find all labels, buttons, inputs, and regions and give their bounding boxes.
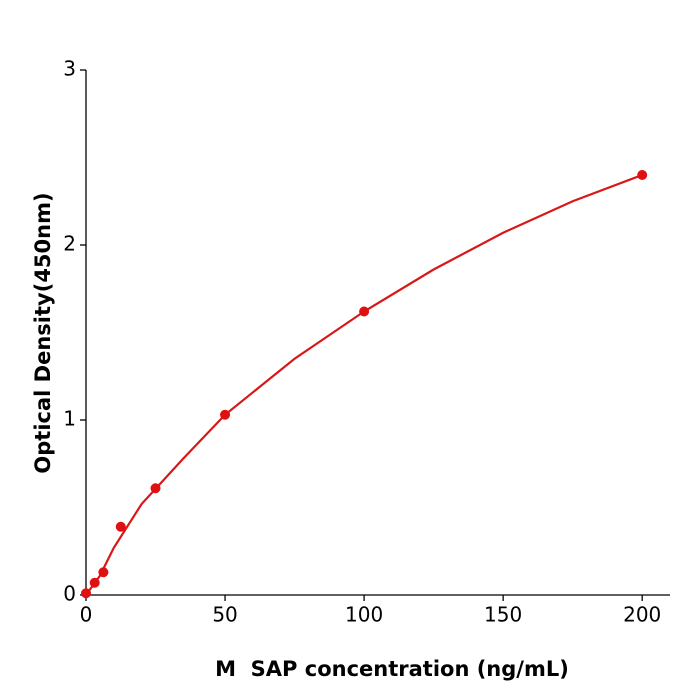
fit-curve <box>85 173 643 596</box>
y-tick-label: 0 <box>63 582 76 606</box>
data-point <box>637 170 648 180</box>
data-point <box>89 577 100 588</box>
data-point <box>98 567 109 578</box>
x-tick-label: 50 <box>212 603 237 627</box>
y-tick-label: 1 <box>63 407 76 431</box>
y-tick-label: 2 <box>63 232 76 256</box>
x-axis-label: M SAP concentration (ng/mL) <box>215 657 569 681</box>
data-point <box>115 521 126 532</box>
x-tick-label: 200 <box>623 603 661 627</box>
data-point <box>150 483 161 494</box>
x-tick-label: 100 <box>345 603 383 627</box>
data-point <box>359 306 370 317</box>
x-tick-label: 0 <box>80 603 93 627</box>
y-tick-label: 3 <box>63 57 76 81</box>
data-point <box>220 409 231 420</box>
data-point <box>81 588 91 599</box>
x-tick-label: 150 <box>484 603 522 627</box>
y-axis-label: Optical Density(450nm) <box>31 192 55 473</box>
